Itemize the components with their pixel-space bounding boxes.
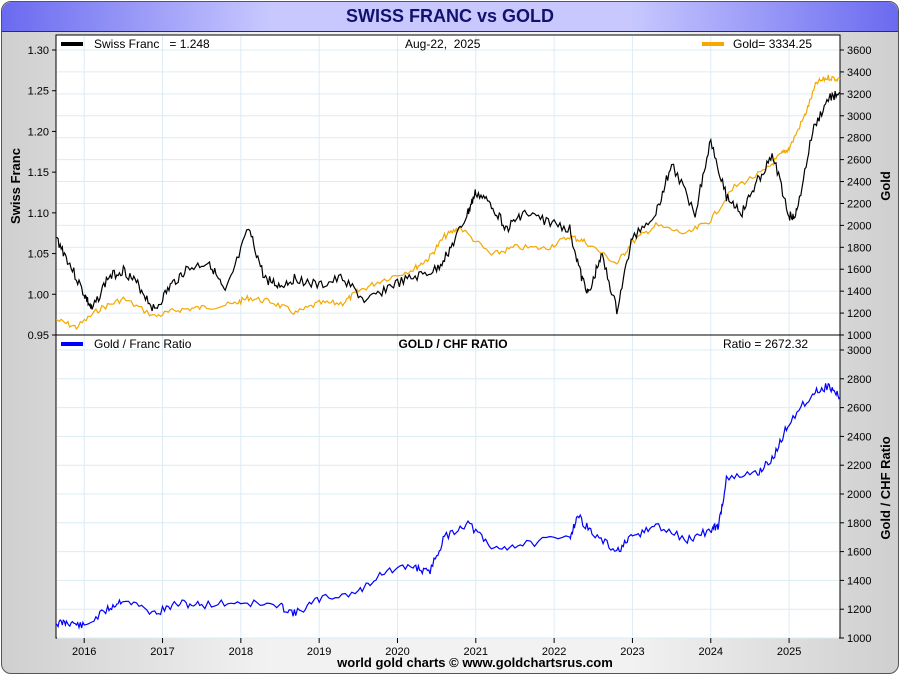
series-franc-line [55,91,841,315]
x-tick-label: 2021 [464,646,488,658]
x-tick-label: 2017 [150,646,174,658]
y-tick-label-ratio: 1200 [847,604,871,616]
legend-swatch-gold [702,42,724,46]
y-tick-label-left: 0.95 [28,330,49,342]
legend-gold: Gold= 3334.25 [733,37,812,51]
y-tick-label-right: 1400 [847,286,871,298]
y-tick-label-right: 1200 [847,308,871,320]
y-tick-label-ratio: 1000 [847,633,871,645]
x-tick-label: 2016 [72,646,96,658]
footer-credit: world gold charts © www.goldchartsrus.co… [336,655,613,670]
x-tick-label: 2024 [699,646,723,658]
y-tick-label-right: 2400 [847,177,871,189]
legend-franc: Swiss Franc = 1.248 [94,37,210,51]
y-tick-label-left: 1.25 [28,86,49,98]
y-tick-label-right: 1800 [847,242,871,254]
series-lines [55,74,841,630]
y-tick-label-ratio: 2400 [847,431,871,443]
date-label: Aug-22, 2025 [405,37,481,51]
legend-swatch-ratio [61,342,83,346]
title-bar: SWISS FRANC vs GOLD [2,2,898,32]
y-tick-label-ratio: 3000 [847,345,871,357]
chart-title: SWISS FRANC vs GOLD [345,6,555,26]
y-tick-label-left: 1.30 [28,45,49,57]
x-tick-label: 2018 [229,646,253,658]
y-tick-label-right: 2600 [847,155,871,167]
ylabel-ratio: Gold / CHF Ratio [878,436,893,539]
y-tick-label-ratio: 2800 [847,374,871,386]
y-tick-label-right: 3000 [847,111,871,123]
axes: 2016 2017 2018 2019 2020 2021 2022 2023 2024 2025… [28,45,872,658]
y-tick-label-left: 1.15 [28,167,49,179]
y-tick-label-ratio: 1600 [847,547,871,559]
y-tick-label-left: 1.00 [28,289,49,301]
series-ratio-line [55,382,841,630]
y-tick-label-right: 3600 [847,45,871,57]
grid [57,36,839,639]
y-tick-label-ratio: 2000 [847,489,871,501]
ratio-value: Ratio = 2672.32 [723,337,808,351]
x-tick-label: 2025 [777,646,801,658]
y-tick-label-right: 2200 [847,198,871,210]
y-tick-label-right: 3200 [847,89,871,101]
y-tick-label-ratio: 1400 [847,575,871,587]
y-tick-label-right: 1600 [847,264,871,276]
y-tick-label-right: 1000 [847,330,871,342]
y-tick-label-right: 3400 [847,67,871,79]
ratio-panel-title: GOLD / CHF RATIO [398,337,507,351]
y-tick-label-ratio: 2600 [847,403,871,415]
ylabel-right: Gold [878,171,893,201]
y-tick-label-right: 2800 [847,133,871,145]
y-tick-label-left: 1.05 [28,249,49,261]
y-tick-label-right: 2000 [847,220,871,232]
x-tick-label: 2022 [542,646,566,658]
y-tick-label-ratio: 1800 [847,518,871,530]
x-tick-label: 2019 [307,646,331,658]
y-tick-label-left: 1.10 [28,208,49,220]
y-tick-label-left: 1.20 [28,126,49,138]
x-tick-label: 2020 [385,646,409,658]
y-tick-label-ratio: 2200 [847,460,871,472]
legend-ratio: Gold / Franc Ratio [94,337,192,351]
ylabel-left: Swiss Franc [8,148,23,224]
legend-swatch-franc [61,42,83,46]
x-tick-label: 2023 [620,646,644,658]
